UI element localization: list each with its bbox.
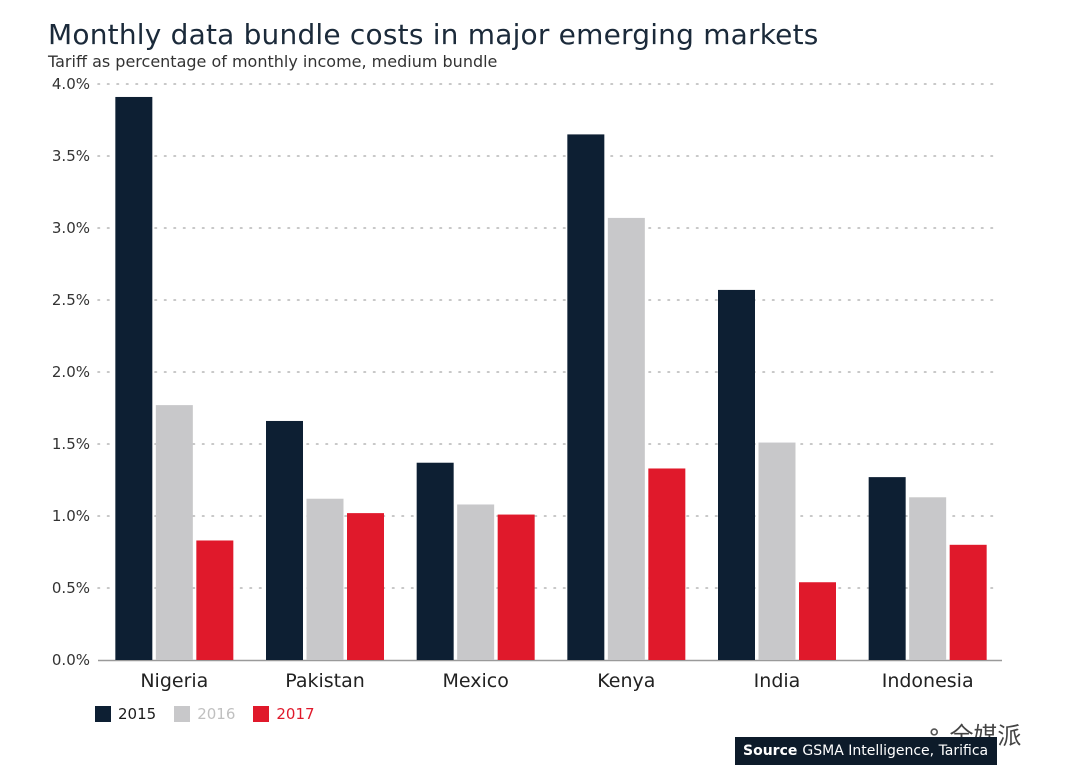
legend-item-2016: 2016: [174, 705, 235, 723]
y-tick-label: 3.0%: [52, 219, 90, 237]
bar-indonesia-2017: [949, 544, 987, 660]
legend-swatch-2016: [174, 706, 191, 722]
source-note: Source GSMA Intelligence, Tarifica: [735, 737, 997, 765]
chart-subtitle: Tariff as percentage of monthly income, …: [48, 52, 498, 71]
y-tick-label: 1.5%: [52, 435, 90, 453]
bar-nigeria-2017: [196, 540, 234, 660]
chart-title: Monthly data bundle costs in major emerg…: [48, 18, 819, 51]
x-tick-label: Pakistan: [285, 670, 365, 692]
legend-label-2017: 2017: [276, 705, 315, 723]
x-tick-label: Kenya: [597, 670, 655, 692]
bar-kenya-2015: [567, 134, 605, 660]
bar-indonesia-2015: [868, 477, 906, 660]
y-tick-label: 1.0%: [52, 507, 90, 525]
x-tick-label: Mexico: [442, 670, 508, 692]
bar-pakistan-2016: [306, 498, 344, 660]
bar-mexico-2016: [457, 504, 495, 660]
legend-item-2017: 2017: [253, 705, 315, 723]
y-tick-label: 0.5%: [52, 579, 90, 597]
legend-swatch-2017: [253, 706, 270, 722]
y-tick-label: 2.0%: [52, 363, 90, 381]
source-text: GSMA Intelligence, Tarifica: [802, 743, 989, 759]
legend-item-2015: 2015: [95, 705, 156, 723]
legend-label-2016: 2016: [197, 705, 236, 723]
bar-indonesia-2016: [909, 497, 947, 660]
bar-chart: 0.0% 0.5% 1.0% 1.5% 2.0% 2.5% 3.0% 3.5% 4.0% Nige…: [52, 75, 1002, 692]
bar-mexico-2015: [416, 462, 454, 660]
legend-swatch-2015: [95, 706, 111, 722]
x-tick-label: Nigeria: [140, 670, 208, 692]
y-tick-label: 3.5%: [52, 147, 90, 165]
bar-india-2015: [718, 289, 755, 660]
x-tick-label: India: [754, 670, 801, 692]
source-label: Source: [743, 743, 798, 759]
y-tick-label: 2.5%: [52, 291, 90, 309]
bar-india-2016: [758, 442, 796, 660]
bar-kenya-2016: [607, 217, 645, 661]
bar-pakistan-2017: [347, 513, 384, 660]
bar-kenya-2017: [648, 468, 686, 660]
bar-pakistan-2015: [266, 420, 303, 660]
x-tick-label: Indonesia: [882, 670, 974, 692]
bar-mexico-2017: [497, 514, 535, 660]
bar-india-2017: [799, 582, 836, 660]
bar-nigeria-2016: [155, 405, 193, 660]
legend: 2015 2016 2017: [95, 705, 315, 723]
y-tick-label: 0.0%: [52, 651, 90, 669]
legend-label-2015: 2015: [118, 705, 157, 723]
bar-nigeria-2015: [115, 96, 153, 660]
y-tick-label: 4.0%: [52, 75, 90, 93]
